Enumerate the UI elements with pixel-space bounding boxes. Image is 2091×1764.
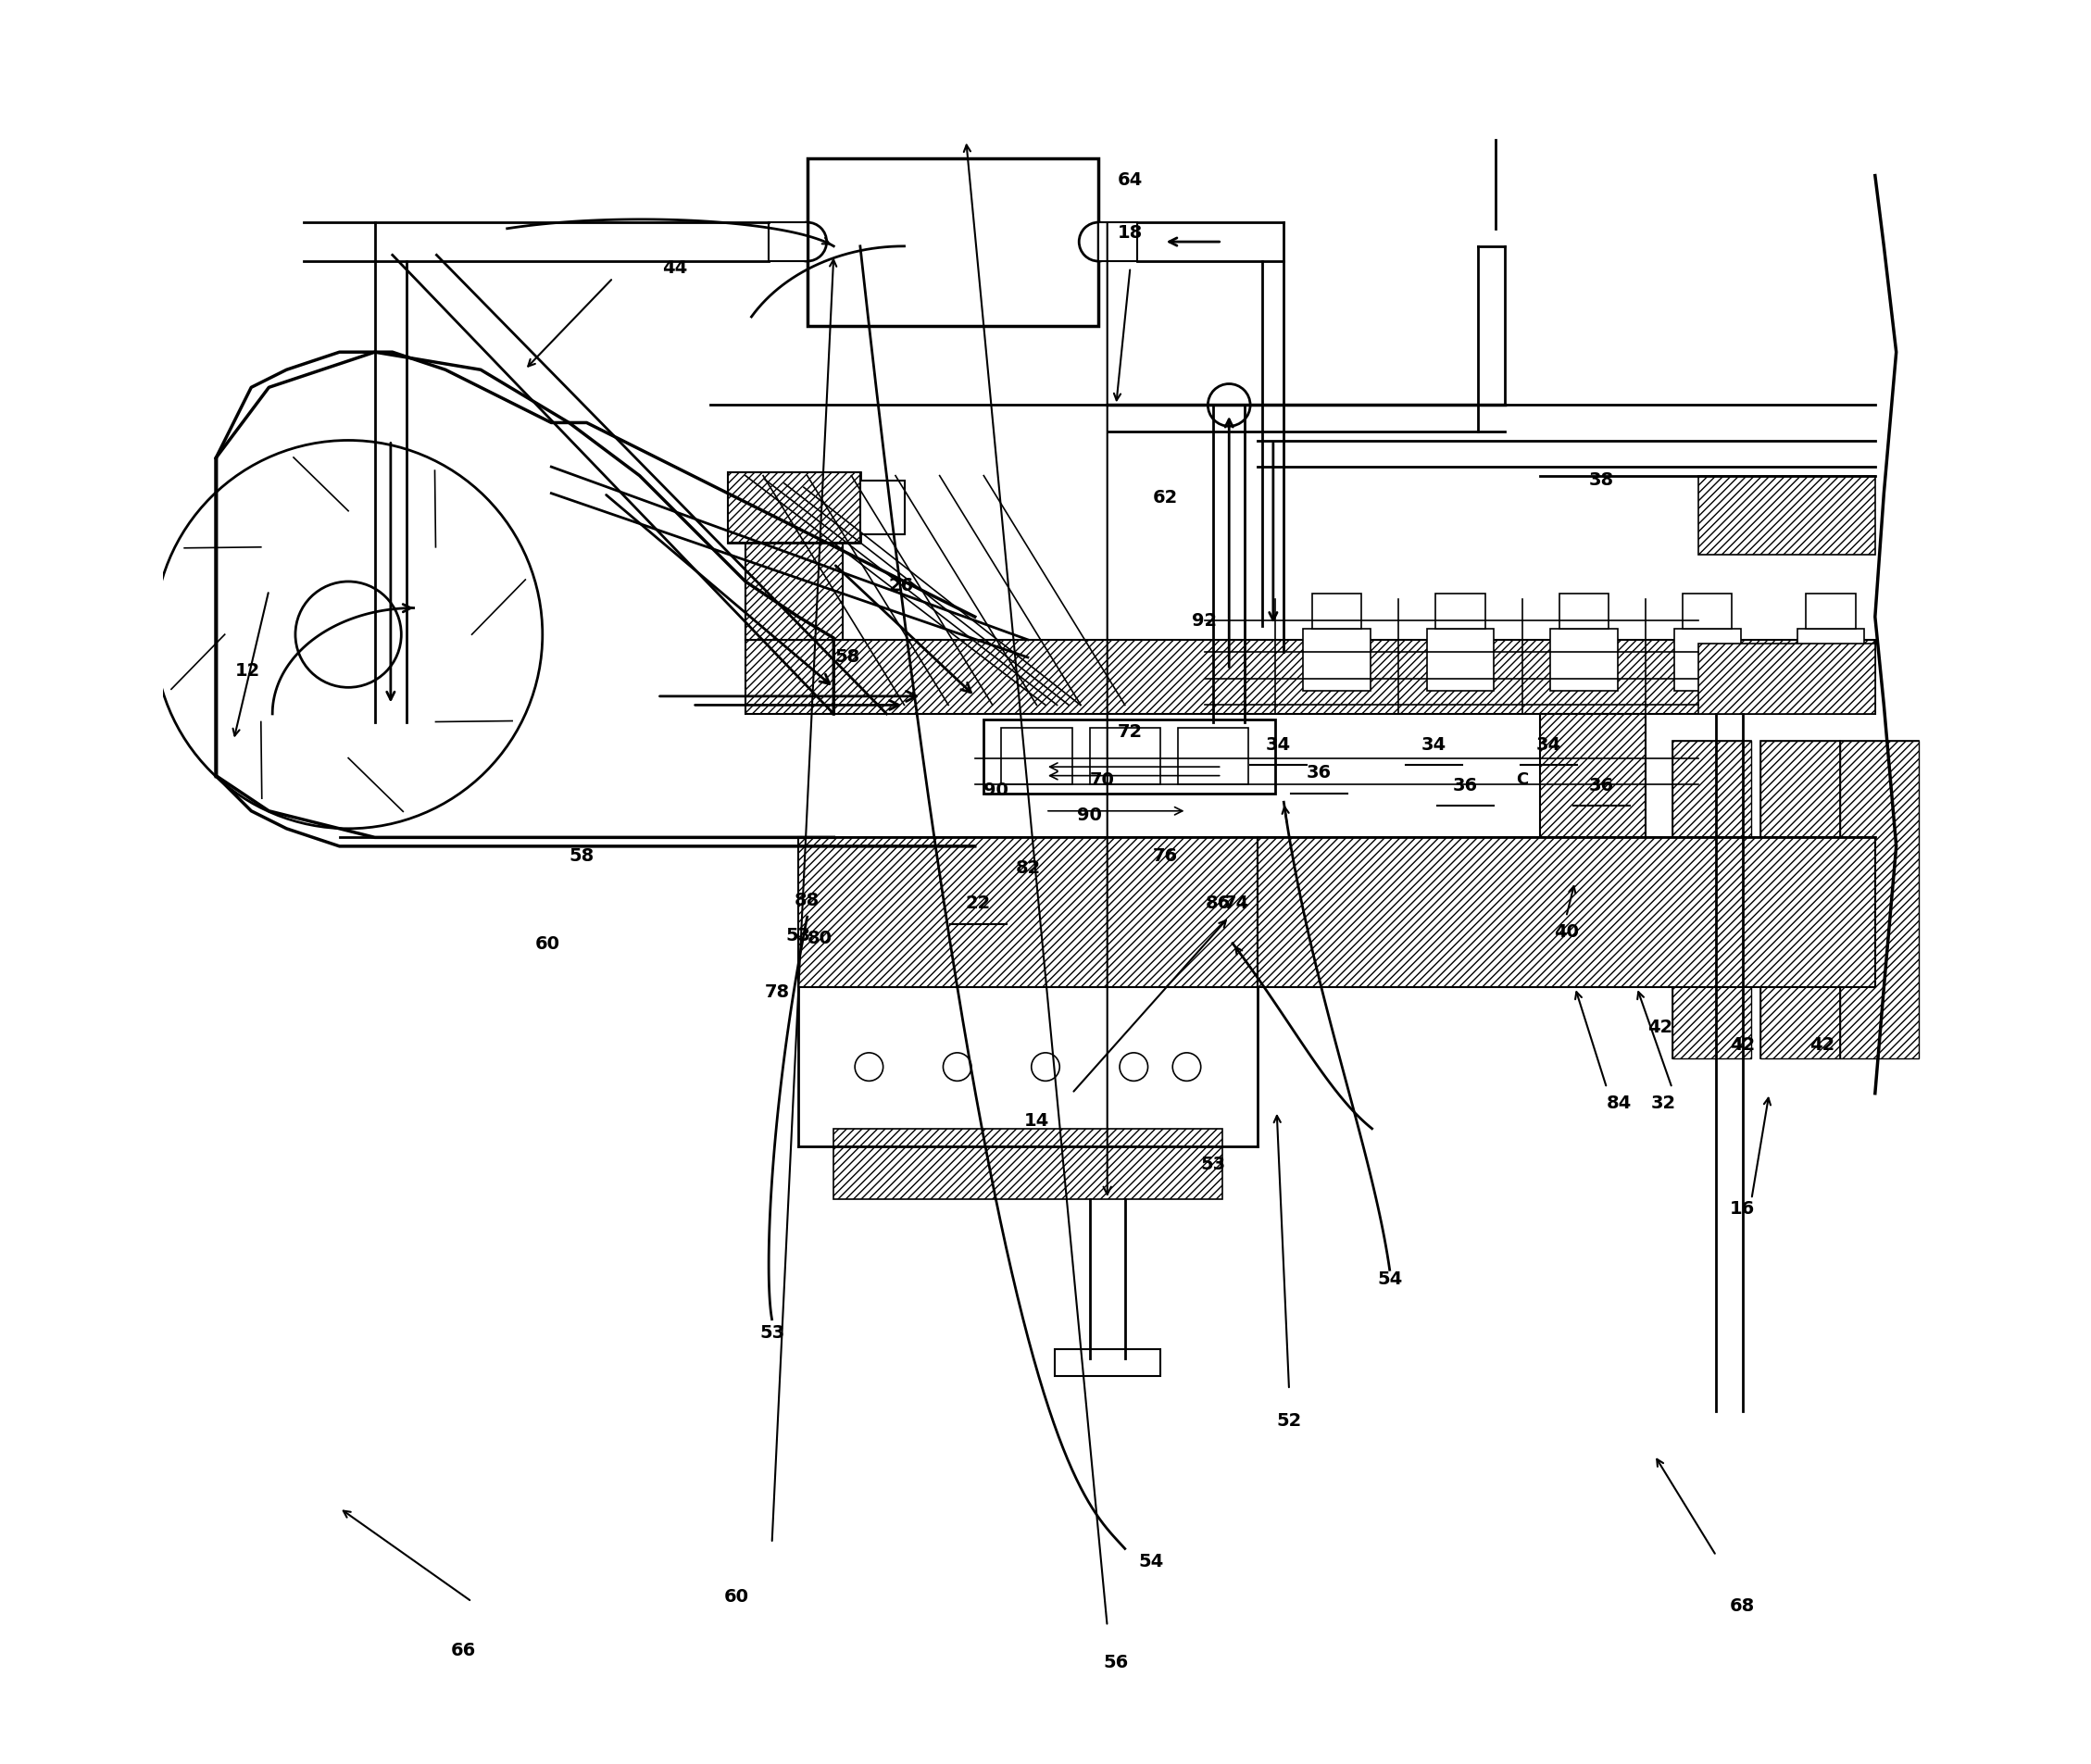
Bar <box>728 473 859 543</box>
Text: 53: 53 <box>1200 1155 1225 1173</box>
Text: 92: 92 <box>1192 612 1217 630</box>
Text: 58: 58 <box>569 847 594 864</box>
Text: 42: 42 <box>1809 1035 1834 1053</box>
Polygon shape <box>834 1129 1221 1200</box>
Text: 78: 78 <box>765 983 790 1000</box>
Polygon shape <box>1257 838 1876 988</box>
Text: 72: 72 <box>1119 723 1144 741</box>
Text: 42: 42 <box>1648 1018 1673 1035</box>
Bar <box>1098 224 1138 263</box>
Circle shape <box>295 582 401 688</box>
Text: 16: 16 <box>1729 1200 1754 1217</box>
Text: 80: 80 <box>807 930 832 947</box>
Text: 22: 22 <box>966 894 991 912</box>
Text: 53: 53 <box>786 926 811 944</box>
Text: 32: 32 <box>1650 1094 1675 1111</box>
Polygon shape <box>799 838 1257 988</box>
Text: 66: 66 <box>450 1641 475 1658</box>
Bar <box>807 159 1098 326</box>
Text: 54: 54 <box>1140 1552 1165 1570</box>
Bar <box>1683 594 1731 630</box>
Text: 34: 34 <box>1537 736 1562 753</box>
Polygon shape <box>1698 476 1876 556</box>
Text: 26: 26 <box>889 577 914 594</box>
Text: 68: 68 <box>1729 1596 1754 1614</box>
Bar <box>1311 594 1361 630</box>
Text: 76: 76 <box>1152 847 1177 864</box>
Bar <box>1437 594 1485 630</box>
Text: 54: 54 <box>1378 1270 1403 1288</box>
Text: 36: 36 <box>1307 764 1332 781</box>
Bar <box>746 543 843 640</box>
Text: 40: 40 <box>1554 923 1579 940</box>
Bar <box>1002 729 1073 785</box>
Text: 82: 82 <box>1016 859 1041 877</box>
Bar <box>1089 729 1161 785</box>
Bar <box>1054 1349 1161 1376</box>
Bar <box>1840 741 1920 1058</box>
Polygon shape <box>1840 741 1920 1058</box>
Polygon shape <box>1698 644 1876 714</box>
Text: 44: 44 <box>663 259 688 277</box>
Text: 18: 18 <box>1117 224 1144 242</box>
Polygon shape <box>746 640 1876 714</box>
Text: 88: 88 <box>795 891 820 908</box>
Text: 86: 86 <box>1207 894 1232 912</box>
Text: 56: 56 <box>1104 1653 1129 1671</box>
Text: 58: 58 <box>834 647 859 665</box>
Polygon shape <box>728 473 859 543</box>
Bar <box>1303 630 1370 691</box>
Bar <box>1798 630 1865 691</box>
Text: 70: 70 <box>1089 771 1115 789</box>
Text: 60: 60 <box>723 1588 749 1605</box>
Text: 62: 62 <box>1152 489 1177 506</box>
Polygon shape <box>1673 741 1752 1058</box>
Bar <box>1177 729 1248 785</box>
Text: C: C <box>1516 771 1529 789</box>
Bar <box>1575 873 1618 917</box>
Text: 12: 12 <box>234 662 259 679</box>
Bar <box>1673 741 1752 1058</box>
Text: 53: 53 <box>759 1323 784 1341</box>
Text: 34: 34 <box>1422 736 1447 753</box>
Text: 36: 36 <box>1589 776 1614 794</box>
Text: 74: 74 <box>1223 894 1248 912</box>
Text: 90: 90 <box>1077 806 1102 824</box>
Bar <box>1426 630 1493 691</box>
Bar <box>1761 741 1840 1058</box>
Bar <box>1560 594 1608 630</box>
Bar <box>767 224 807 263</box>
Bar <box>1807 594 1855 630</box>
Text: 84: 84 <box>1606 1094 1631 1111</box>
Polygon shape <box>1761 741 1840 1058</box>
Text: 52: 52 <box>1276 1411 1303 1429</box>
Text: 14: 14 <box>1025 1111 1050 1129</box>
Bar <box>859 482 903 534</box>
Text: 60: 60 <box>535 935 560 953</box>
Text: 64: 64 <box>1117 171 1144 189</box>
Bar <box>1549 630 1616 691</box>
Text: 38: 38 <box>1589 471 1614 489</box>
Polygon shape <box>746 543 843 640</box>
Text: 90: 90 <box>983 781 1008 799</box>
Bar <box>983 720 1276 794</box>
Bar <box>1675 630 1742 691</box>
Polygon shape <box>1539 714 1646 882</box>
Text: 42: 42 <box>1729 1035 1754 1053</box>
Text: 36: 36 <box>1453 776 1478 794</box>
Text: 34: 34 <box>1265 736 1290 753</box>
